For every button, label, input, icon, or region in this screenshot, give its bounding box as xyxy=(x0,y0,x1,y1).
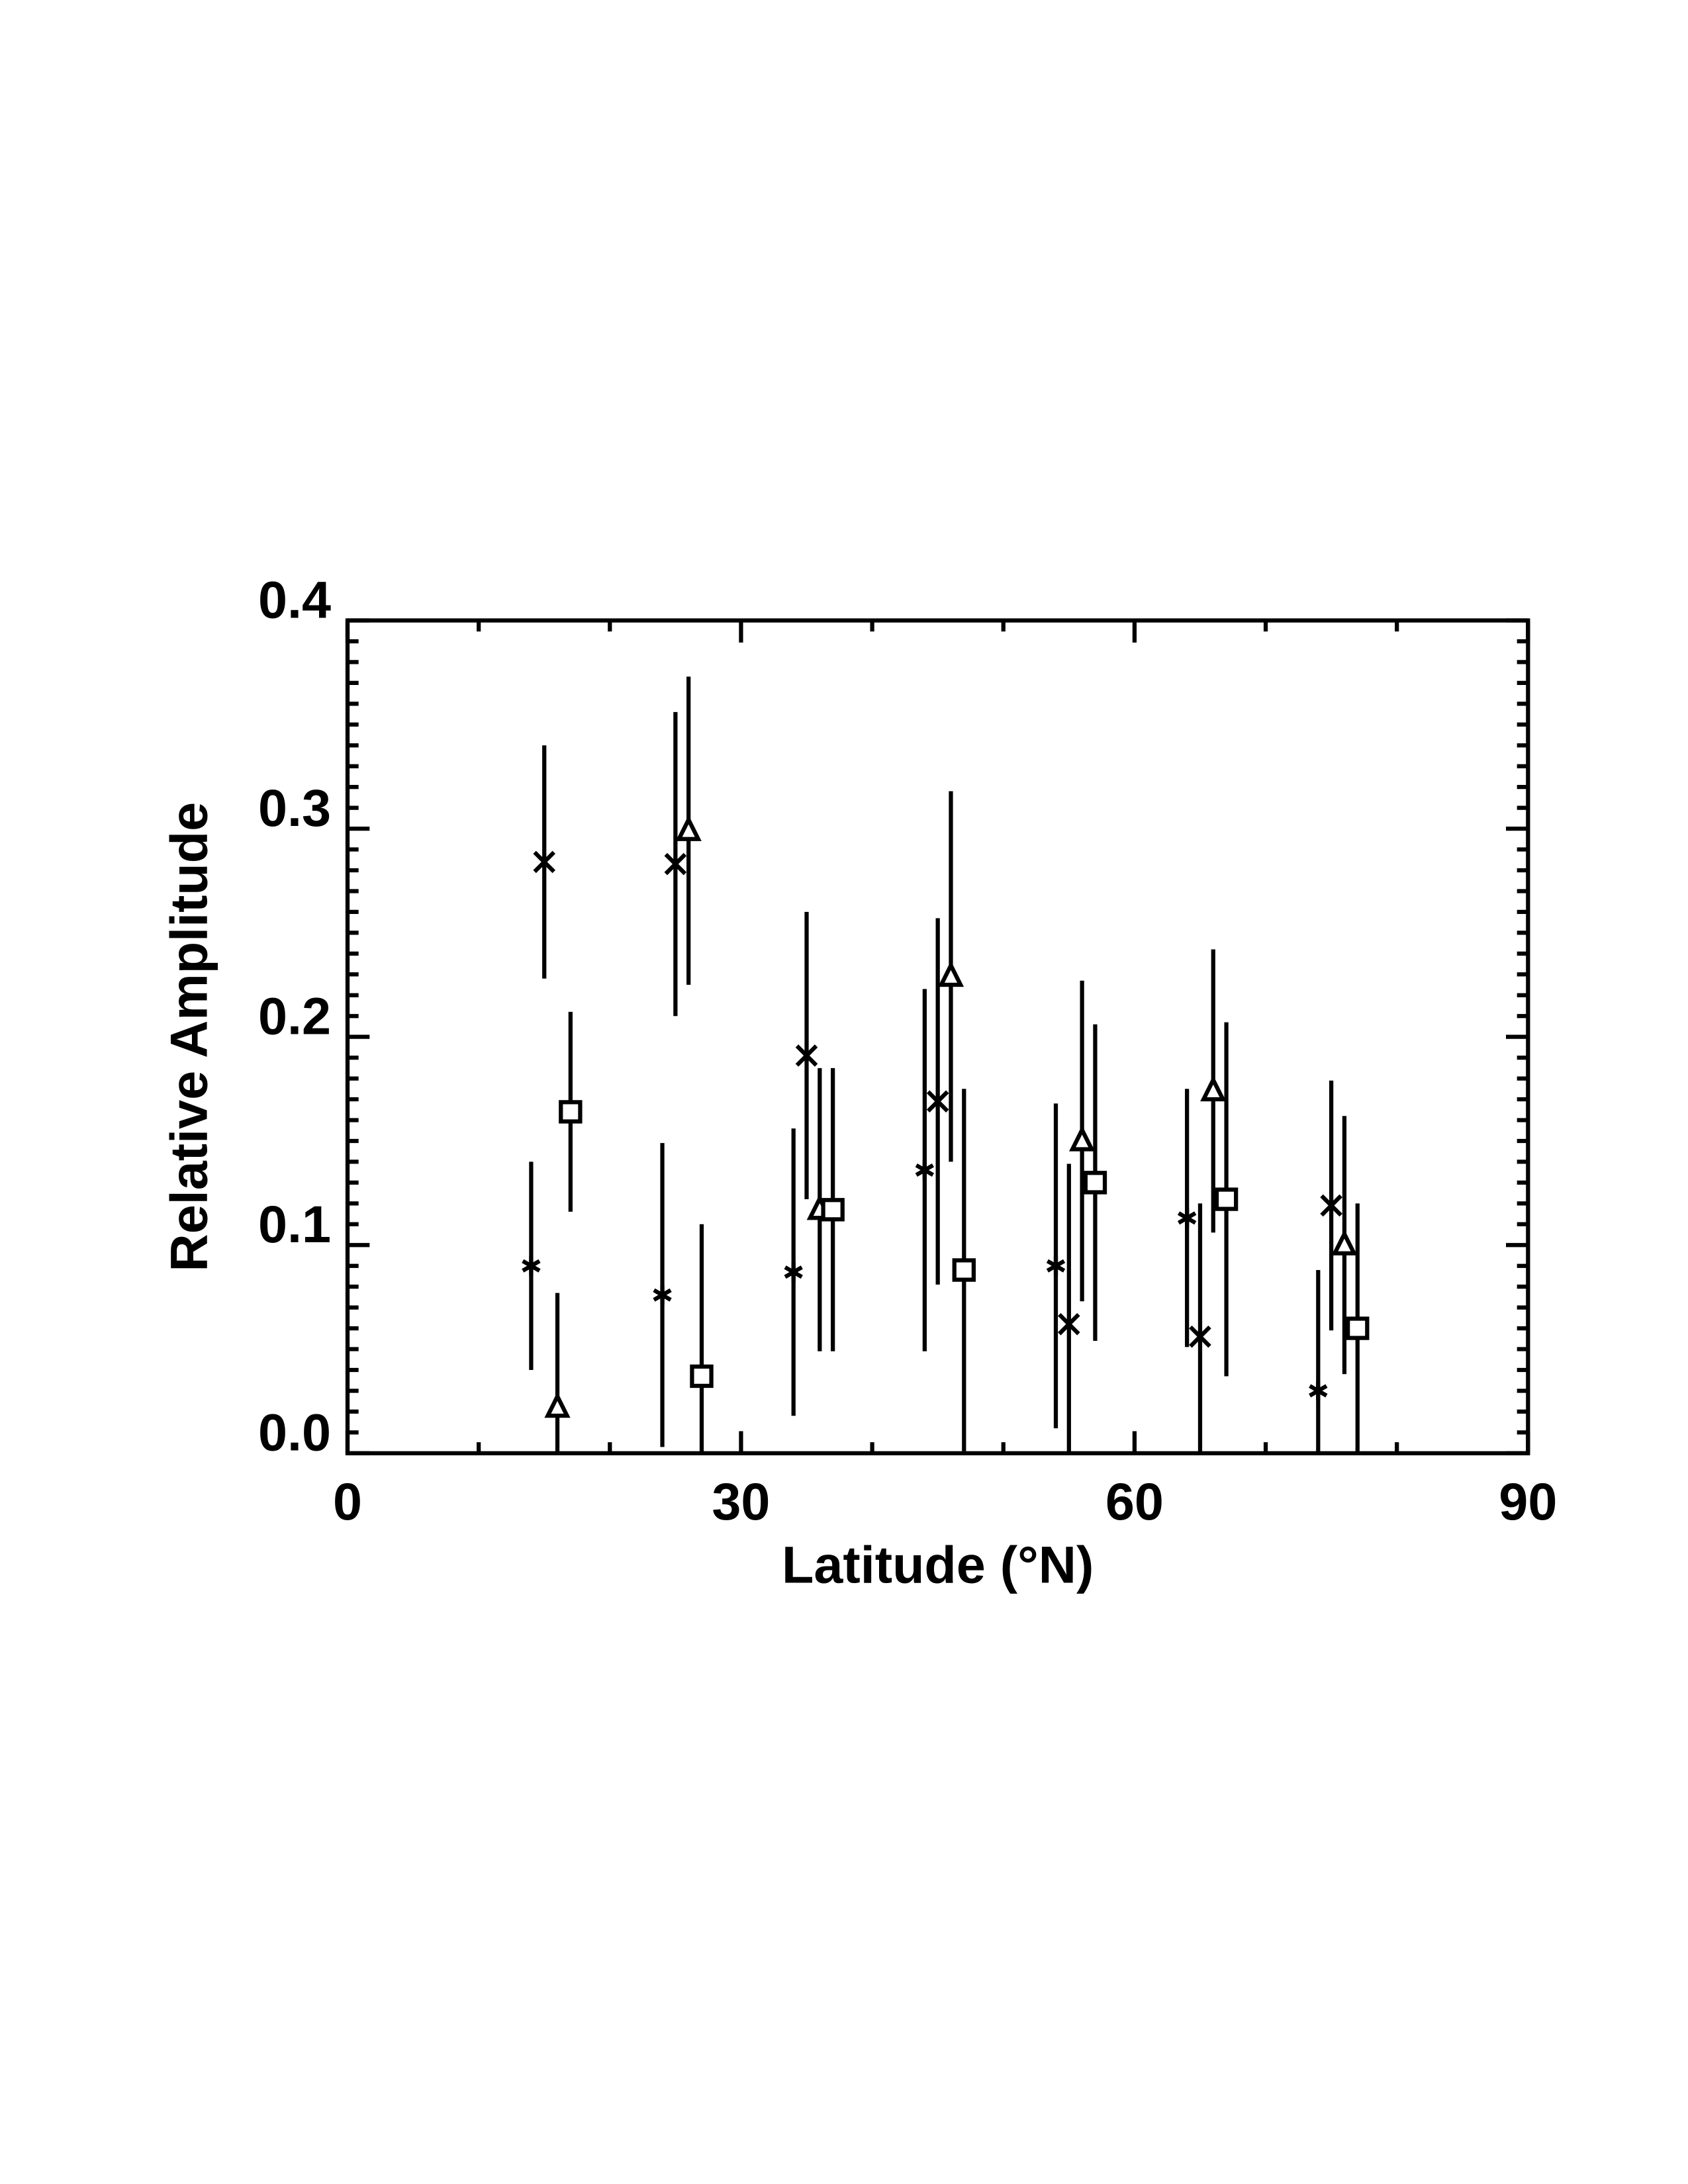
x-tick-label: 0 xyxy=(333,1472,362,1531)
plot-area xyxy=(522,676,1370,1453)
point xyxy=(1214,1187,1239,1211)
y-tick-label: 0.4 xyxy=(258,570,331,629)
point xyxy=(653,1285,672,1305)
point xyxy=(1177,1208,1197,1228)
point xyxy=(664,852,687,876)
y-axis-label: Relative Amplitude xyxy=(160,802,218,1272)
x-tick-label: 90 xyxy=(1499,1472,1557,1531)
point xyxy=(559,1100,583,1124)
point xyxy=(1068,1125,1096,1152)
point xyxy=(926,1090,949,1113)
y-tick-label: 0.2 xyxy=(258,987,331,1046)
point xyxy=(522,1256,541,1276)
point xyxy=(1320,1194,1342,1217)
y-tick-label: 0.0 xyxy=(258,1403,331,1462)
point xyxy=(1083,1171,1107,1195)
point xyxy=(784,1262,803,1282)
point xyxy=(1200,1075,1227,1102)
point xyxy=(544,1391,571,1418)
point xyxy=(690,1364,714,1388)
x-axis-label: Latitude (°N) xyxy=(782,1535,1094,1594)
point xyxy=(915,1160,935,1180)
point xyxy=(1309,1381,1328,1401)
point xyxy=(1189,1325,1211,1348)
y-tick-label: 0.3 xyxy=(258,778,331,837)
point xyxy=(675,815,702,841)
point xyxy=(821,1198,845,1222)
point xyxy=(1058,1312,1080,1336)
x-tick-label: 30 xyxy=(712,1472,770,1531)
point xyxy=(1331,1229,1358,1255)
point xyxy=(952,1258,976,1282)
x-tick-label: 60 xyxy=(1105,1472,1164,1531)
y-tick-label: 0.1 xyxy=(258,1195,331,1253)
point xyxy=(1346,1316,1370,1340)
point xyxy=(533,850,556,874)
point xyxy=(1046,1256,1066,1276)
point xyxy=(795,1044,818,1067)
point xyxy=(937,960,964,987)
